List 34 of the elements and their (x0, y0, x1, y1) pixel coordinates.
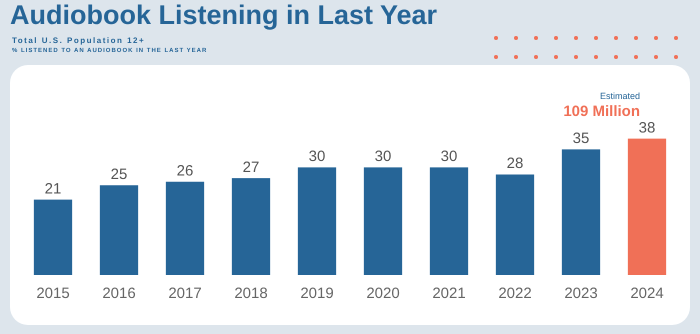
x-tick-label: 2022 (498, 285, 532, 302)
x-tick-label: 2024 (630, 285, 664, 302)
text: 109 Million (563, 103, 640, 120)
bar (364, 167, 402, 275)
x-tick-label: 2021 (432, 285, 466, 302)
bar (430, 167, 468, 275)
bar (496, 174, 534, 275)
x-tick-label: 2015 (36, 285, 70, 302)
data-label: 38 (638, 119, 656, 136)
data-label: 30 (440, 148, 458, 165)
x-tick-label: 2018 (234, 285, 268, 302)
bar (298, 167, 336, 275)
x-tick-label: 2023 (564, 285, 598, 302)
text: Estimated (600, 91, 640, 101)
data-label: 30 (374, 148, 392, 165)
data-label: 25 (110, 166, 128, 183)
x-tick-label: 2016 (102, 285, 136, 302)
data-label: 30 (308, 148, 326, 165)
bar (628, 138, 666, 275)
chart-title: Audiobook Listening in Last Year (10, 0, 438, 31)
x-tick-label: 2019 (300, 285, 334, 302)
bar (34, 200, 72, 275)
data-label: 35 (572, 130, 590, 148)
data-label: 27 (242, 158, 260, 176)
data-label: 26 (176, 162, 194, 180)
data-label: 28 (506, 155, 524, 172)
x-tick-label: 2017 (168, 285, 202, 302)
data-label: 21 (44, 180, 62, 198)
bar (100, 185, 138, 275)
x-tick-label: 2020 (366, 285, 400, 302)
bar (562, 149, 600, 275)
bar (166, 182, 204, 275)
chart-subtitle: Total U.S. Population 12+ (12, 36, 146, 45)
bar (232, 178, 270, 275)
